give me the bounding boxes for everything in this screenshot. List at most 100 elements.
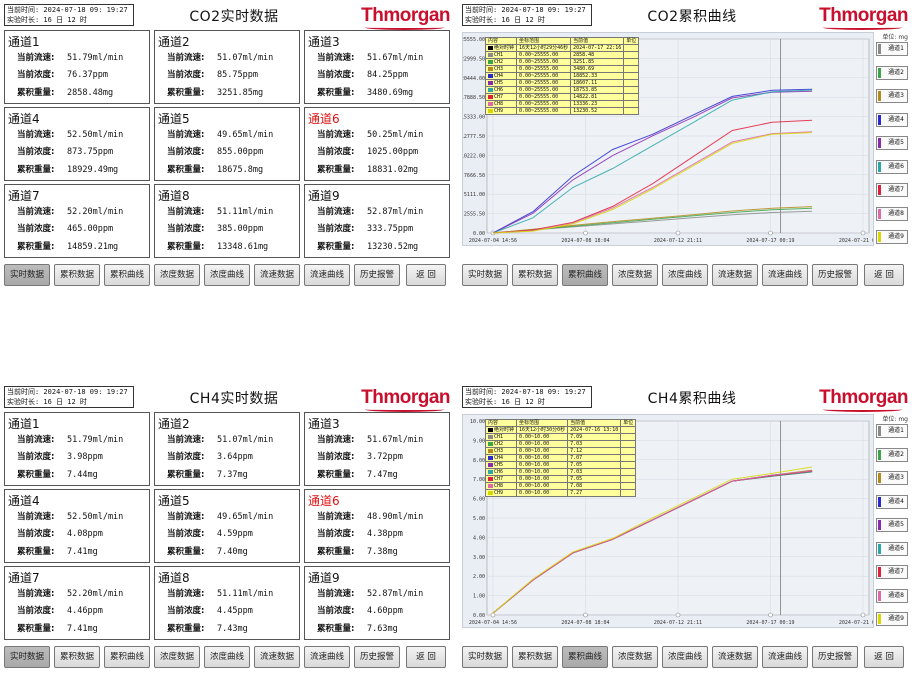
nav-button-7[interactable]: 流速曲线	[762, 646, 808, 668]
nav-button-5[interactable]: 浓度曲线	[662, 646, 708, 668]
nav-button-7[interactable]: 流速曲线	[304, 646, 350, 668]
nav-button-3[interactable]: 累积曲线	[104, 264, 150, 286]
nav-button-9[interactable]: 返 回	[406, 264, 446, 286]
cell-text: 绝对时钟	[494, 427, 515, 433]
nav-button-8[interactable]: 历史报警	[354, 646, 400, 668]
y-tick-label: 3.00	[473, 555, 485, 561]
legend-toggle-6[interactable]: 通道6	[876, 159, 908, 174]
flow-value: 51.79ml/min	[67, 435, 124, 445]
nav-button-5[interactable]: 浓度曲线	[204, 264, 250, 286]
nav-button-8[interactable]: 历史报警	[812, 646, 858, 668]
legend-toggle-5[interactable]: 通道5	[876, 136, 908, 150]
nav-button-2[interactable]: 累积数据	[512, 646, 558, 668]
nav-button-9[interactable]: 返 回	[406, 646, 446, 668]
nav-button-7[interactable]: 流速曲线	[304, 264, 350, 286]
legend-toggle-8[interactable]: 通道8	[876, 588, 908, 603]
nav-button-4[interactable]: 浓度数据	[154, 264, 200, 286]
table-row: CH8 0.00~10.00 7.08	[484, 482, 637, 490]
series-swatch	[878, 138, 881, 148]
table-cell: 7.12	[567, 447, 622, 455]
series-swatch	[878, 473, 881, 483]
nav-button-2[interactable]: 累积数据	[54, 646, 100, 668]
nav-button-1[interactable]: 实时数据	[4, 264, 50, 286]
table-row: CH7 0.00~10.00 7.05	[484, 475, 637, 483]
legend-toggle-7[interactable]: 通道7	[876, 183, 908, 197]
legend-toggle-3[interactable]: 通道3	[876, 471, 908, 485]
table-cell: 0.00~10.00	[516, 482, 569, 490]
nav-button-6[interactable]: 流速数据	[254, 646, 300, 668]
legend-toggle-3[interactable]: 通道3	[876, 89, 908, 103]
x-marker	[860, 230, 866, 236]
cum-row: 累积重量: 18831.02mg	[317, 163, 418, 175]
current-time: 当前时间: 2024-07-18 09: 19:27	[7, 6, 128, 14]
table-cell: CH9	[484, 489, 518, 497]
legend-toggle-4[interactable]: 通道4	[876, 494, 908, 509]
legend-toggle-1[interactable]: 通道1	[876, 424, 908, 438]
nav-button-9[interactable]: 返 回	[864, 264, 904, 286]
nav-button-4[interactable]: 浓度数据	[612, 264, 658, 286]
nav-button-3[interactable]: 累积曲线	[562, 264, 608, 286]
table-cell: 0.00~10.00	[516, 447, 569, 455]
channel-card-4: 通道4 当前流速: 52.50ml/min 当前浓度: 4.08ppm 累积重量: 7.41…	[4, 489, 150, 563]
nav-button-1[interactable]: 实时数据	[4, 646, 50, 668]
nav-button-1[interactable]: 实时数据	[462, 264, 508, 286]
conc-row: 当前浓度: 855.00ppm	[167, 145, 263, 157]
cell-text: 0.00~25555.00	[519, 59, 559, 65]
nav-button-6[interactable]: 流速数据	[712, 646, 758, 668]
nav-button-5[interactable]: 浓度曲线	[204, 646, 250, 668]
table-row: CH5 0.00~25555.00 18607.11	[484, 79, 640, 87]
nav-button-4[interactable]: 浓度数据	[612, 646, 658, 668]
nav-button-3[interactable]: 累积曲线	[562, 646, 608, 668]
table-cell: 0.00~10.00	[516, 475, 569, 483]
cum-row: 累积重量: 7.41mg	[17, 622, 98, 634]
conc-label: 当前浓度:	[317, 452, 355, 462]
x-tick-label: 2024-07-21 03:26	[839, 238, 873, 244]
flow-label: 当前流速:	[317, 130, 355, 140]
legend-toggle-6[interactable]: 通道6	[876, 541, 908, 556]
table-row: CH8 0.00~25555.00 13336.23	[484, 100, 640, 108]
legend-toggle-8[interactable]: 通道8	[876, 206, 908, 221]
nav-button-2[interactable]: 累积数据	[54, 264, 100, 286]
cell-text: CH3	[494, 66, 504, 72]
nav-button-5[interactable]: 浓度曲线	[662, 264, 708, 286]
table-cell: 单位	[620, 419, 637, 427]
table-cell: 16天12小时30分0秒	[516, 426, 569, 434]
legend-toggle-4[interactable]: 通道4	[876, 112, 908, 127]
legend-toggle-9[interactable]: 通道9	[876, 230, 908, 244]
cum-value: 7.47mg	[367, 470, 398, 480]
nav-button-1[interactable]: 实时数据	[462, 646, 508, 668]
nav-button-3[interactable]: 累积曲线	[104, 646, 150, 668]
table-cell: 0.00~10.00	[516, 461, 569, 469]
nav-button-7[interactable]: 流速曲线	[762, 264, 808, 286]
elapsed-time: 实验时长: 16 日 12 时	[7, 16, 87, 24]
legend-toggle-2[interactable]: 通道2	[876, 65, 908, 80]
legend-toggle-1[interactable]: 通道1	[876, 42, 908, 56]
table-cell: 13230.52	[570, 107, 625, 115]
table-cell: CH8	[484, 100, 518, 108]
nav-button-2[interactable]: 累积数据	[512, 264, 558, 286]
nav-button-4[interactable]: 浓度数据	[154, 646, 200, 668]
series-swatch	[488, 45, 493, 50]
flow-row: 当前流速: 48.90ml/min	[317, 510, 423, 522]
legend-toggle-9[interactable]: 通道9	[876, 612, 908, 626]
ch4-chart[interactable]: 10.00 9.00 8.00 7.00 6.00 5.00 4.00 3.00 2.00 1.0…	[462, 414, 874, 628]
bottom-nav: 实时数据 累积数据 累积曲线 浓度数据 浓度曲线 流速数据 流速曲线 历史报警返 回	[462, 646, 910, 670]
legend-toggle-5[interactable]: 通道5	[876, 518, 908, 532]
legend-toggle-2[interactable]: 通道2	[876, 447, 908, 462]
bottom-nav: 实时数据 累积数据 累积曲线 浓度数据 浓度曲线 流速数据 流速曲线 历史报警返 回	[4, 646, 452, 670]
co2-chart[interactable]: 25555.00 22999.50 20444.00 17888.50 15333.00…	[462, 32, 874, 246]
legend-toggle-7[interactable]: 通道7	[876, 565, 908, 579]
channel-card-1: 通道1 当前流速: 51.79ml/min 当前浓度: 76.37ppm 累积重量: 285…	[4, 30, 150, 104]
cum-row: 累积重量: 18929.49mg	[17, 163, 118, 175]
channel-name: 通道2	[158, 417, 190, 431]
nav-button-8[interactable]: 历史报警	[354, 264, 400, 286]
nav-button-8[interactable]: 历史报警	[812, 264, 858, 286]
table-cell: 7.03	[567, 468, 622, 476]
flow-label: 当前流速:	[167, 435, 205, 445]
series-swatch	[488, 427, 493, 432]
cum-row: 累积重量: 18675.8mg	[167, 163, 263, 175]
nav-button-6[interactable]: 流速数据	[712, 264, 758, 286]
table-cell: 内容	[484, 419, 518, 427]
nav-button-6[interactable]: 流速数据	[254, 264, 300, 286]
nav-button-9[interactable]: 返 回	[864, 646, 904, 668]
